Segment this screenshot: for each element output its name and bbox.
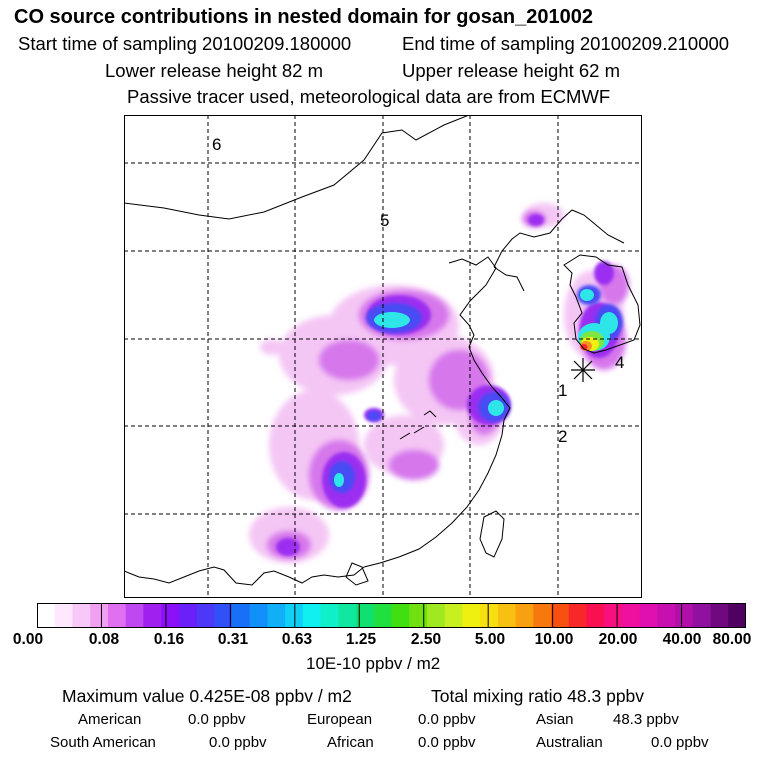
region-label-4: 4 <box>615 353 624 372</box>
region-name: African <box>327 734 374 751</box>
region-value: 0.0 ppbv <box>418 734 476 751</box>
colorbar-cell <box>125 603 144 628</box>
region-name: American <box>78 711 142 728</box>
colorbar-cell <box>72 603 91 628</box>
colorbar-cell <box>249 603 269 628</box>
release-site-marker <box>571 358 595 382</box>
colorbar-cell <box>515 603 534 628</box>
tracer-note: Passive tracer used, meteorological data… <box>127 86 611 107</box>
colorbar-tick: 0.63 <box>281 631 313 648</box>
region-value: 48.3 ppbv <box>613 711 679 728</box>
maximum-value: Maximum value 0.425E-08 ppbv / m2 <box>62 686 352 706</box>
colorbar-cell <box>231 603 251 628</box>
upper-release-height-label: Upper release height 62 m <box>402 60 621 81</box>
region-name: Australian <box>536 734 603 751</box>
start-time-label: Start time of sampling 20100209.180000 <box>18 33 352 54</box>
colorbar-cell <box>320 603 339 628</box>
plume-cyan-cores <box>334 289 618 487</box>
colorbar-tick: 0.08 <box>88 631 120 648</box>
colorbar-cell <box>161 603 180 628</box>
colorbar-cell <box>586 603 605 628</box>
colorbar-cell <box>604 603 623 628</box>
colorbar-cell <box>54 603 74 628</box>
colorbar-cell <box>462 603 481 628</box>
region-label-1: 1 <box>558 381 567 400</box>
colorbar-cell <box>568 603 588 628</box>
region-name: Asian <box>536 711 574 728</box>
colorbar-units: 10E-10 ppbv / m2 <box>306 654 441 673</box>
colorbar-cell <box>426 603 446 628</box>
lat-lon-grid <box>124 115 642 598</box>
colorbar-cell <box>692 603 712 628</box>
colorbar-cell <box>675 603 694 628</box>
colorbar-cell <box>143 603 162 628</box>
colorbar-tick: 5.00 <box>474 631 506 648</box>
colorbar-cell <box>728 603 746 628</box>
colorbar-cell <box>533 603 552 628</box>
colorbar-cell <box>267 603 286 628</box>
colorbar-cell <box>37 603 56 628</box>
colorbar-cell <box>639 603 658 628</box>
colorbar-cell <box>710 603 729 628</box>
region-name: European <box>307 711 373 728</box>
colorbar-cell <box>285 603 304 628</box>
colorbar-cell <box>621 603 641 628</box>
colorbar-cell <box>196 603 215 628</box>
map-frame <box>124 115 642 598</box>
concentration-map: 6 5 4 1 2 <box>124 115 642 598</box>
region-label-6: 6 <box>212 135 221 154</box>
colorbar-cell <box>302 603 322 628</box>
colorbar-tick: 10.00 <box>534 631 574 648</box>
region-label-2: 2 <box>558 427 567 446</box>
colorbar-tick: 2.50 <box>410 631 442 648</box>
colorbar-tick: 20.00 <box>598 631 638 648</box>
plot-title: CO source contributions in nested domain… <box>14 6 594 28</box>
plume-hotspot <box>578 323 610 351</box>
colorbar-cell <box>444 603 464 628</box>
colorbar-tick: 0.00 <box>12 631 44 648</box>
colorbar-tick: 80.00 <box>712 631 752 648</box>
colorbar-cell <box>107 603 127 628</box>
region-value: 0.0 ppbv <box>418 711 476 728</box>
colorbar-tick: 40.00 <box>662 631 702 648</box>
coastlines <box>124 115 641 586</box>
colorbar-tick: 1.25 <box>345 631 377 648</box>
region-label-5: 5 <box>380 211 389 230</box>
lower-release-height-label: Lower release height 82 m <box>105 60 324 81</box>
colorbar-tick: 0.16 <box>153 631 185 648</box>
colorbar <box>37 603 746 628</box>
colorbar-cell <box>214 603 233 628</box>
colorbar-cell <box>178 603 198 628</box>
colorbar-cell <box>657 603 676 628</box>
region-value: 0.0 ppbv <box>188 711 246 728</box>
region-name: South American <box>50 734 156 751</box>
colorbar-cell <box>356 603 375 628</box>
colorbar-cell <box>480 603 499 628</box>
colorbar-cell <box>409 603 428 628</box>
colorbar-cell <box>90 603 109 628</box>
end-time-label: End time of sampling 20100209.210000 <box>402 33 730 54</box>
region-value: 0.0 ppbv <box>209 734 267 751</box>
colorbar-cell <box>391 603 410 628</box>
colorbar-cell <box>338 603 357 628</box>
total-mixing-ratio: Total mixing ratio 48.3 ppbv <box>431 686 645 706</box>
colorbar-cell <box>551 603 570 628</box>
colorbar-cell <box>373 603 393 628</box>
colorbar-cell <box>497 603 517 628</box>
colorbar-tick: 0.31 <box>217 631 249 648</box>
region-value: 0.0 ppbv <box>651 734 709 751</box>
